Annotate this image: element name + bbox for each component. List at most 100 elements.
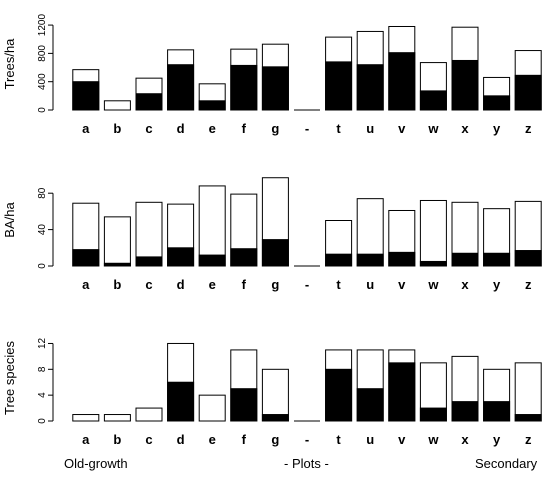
footer-center-label: - Plots - bbox=[284, 456, 329, 471]
category-label: x bbox=[461, 432, 469, 447]
bar-dark-t bbox=[325, 368, 353, 422]
bar-dark-u bbox=[356, 253, 384, 267]
category-label: - bbox=[305, 277, 309, 292]
category-label: y bbox=[493, 277, 501, 292]
y-tick-label: 0 bbox=[37, 107, 48, 113]
bar-dark-a bbox=[72, 249, 100, 267]
y-tick-label: 400 bbox=[37, 73, 48, 90]
bar-dark-y bbox=[483, 95, 511, 111]
category-label: b bbox=[113, 121, 121, 136]
category-label: x bbox=[461, 121, 469, 136]
bar-dark-x bbox=[451, 59, 479, 111]
category-label: e bbox=[209, 432, 216, 447]
bar-dark-t bbox=[325, 253, 353, 267]
bar-dark-v bbox=[388, 52, 416, 111]
bar-dark-b bbox=[103, 262, 131, 267]
category-label: w bbox=[427, 277, 439, 292]
y-tick-label: 0 bbox=[37, 263, 48, 269]
y-tick-label: 1200 bbox=[37, 14, 48, 37]
bar-total-w bbox=[419, 199, 447, 267]
y-tick-label: 80 bbox=[37, 187, 48, 199]
category-label: t bbox=[336, 277, 341, 292]
bar-dark-w bbox=[419, 90, 447, 111]
category-label: g bbox=[271, 432, 279, 447]
category-label: u bbox=[366, 277, 374, 292]
category-label: g bbox=[271, 277, 279, 292]
y-tick-label: 800 bbox=[37, 45, 48, 62]
bar-total-g bbox=[261, 368, 289, 422]
category-label: b bbox=[113, 432, 121, 447]
category-label: f bbox=[242, 277, 247, 292]
category-label: x bbox=[461, 277, 469, 292]
bar-dark-c bbox=[135, 256, 163, 267]
bar-dark-w bbox=[419, 260, 447, 267]
bar-dark-d bbox=[167, 247, 195, 267]
bar-total-e bbox=[198, 394, 226, 422]
bar-dark-v bbox=[388, 251, 416, 267]
category-label: f bbox=[242, 121, 247, 136]
category-label: v bbox=[398, 277, 406, 292]
category-label: d bbox=[177, 432, 185, 447]
category-label: e bbox=[209, 277, 216, 292]
bar-dark-u bbox=[356, 64, 384, 111]
bar-dark-x bbox=[451, 252, 479, 267]
category-label: c bbox=[145, 277, 152, 292]
category-label: t bbox=[336, 121, 341, 136]
bar-dark-z bbox=[514, 250, 542, 267]
category-label: d bbox=[177, 277, 185, 292]
category-label: f bbox=[242, 432, 247, 447]
category-label: z bbox=[525, 277, 532, 292]
category-label: g bbox=[271, 121, 279, 136]
category-label: c bbox=[145, 432, 152, 447]
chart-panel-1: 0 400 800 1200 Trees/ha a b c d e f g - t u v w x y z bbox=[2, 14, 542, 136]
category-label: v bbox=[398, 432, 406, 447]
category-label: - bbox=[305, 432, 309, 447]
category-label: b bbox=[113, 277, 121, 292]
bar-dark-a bbox=[72, 81, 100, 111]
category-label: c bbox=[145, 121, 152, 136]
y-tick-label: 12 bbox=[37, 337, 48, 349]
bar-total-b bbox=[103, 216, 131, 267]
y-axis-title: Trees/ha bbox=[2, 38, 17, 90]
bar-total-c bbox=[135, 201, 163, 267]
category-label: z bbox=[525, 121, 532, 136]
bar-dark-d bbox=[167, 381, 195, 422]
category-label: w bbox=[427, 432, 439, 447]
category-label: z bbox=[525, 432, 532, 447]
bar-dark-y bbox=[483, 252, 511, 267]
bar-dark-t bbox=[325, 61, 353, 111]
category-label: e bbox=[209, 121, 216, 136]
bar-total-z bbox=[514, 362, 542, 422]
bar-dark-v bbox=[388, 362, 416, 422]
category-label: v bbox=[398, 121, 406, 136]
bar-dark-e bbox=[198, 254, 226, 267]
bar-dark-z bbox=[514, 74, 542, 111]
bar-dark-c bbox=[135, 93, 163, 111]
category-label: - bbox=[305, 121, 309, 136]
category-label: y bbox=[493, 121, 501, 136]
bar-total-b bbox=[103, 100, 131, 111]
category-label: a bbox=[82, 121, 90, 136]
bar-dark-f bbox=[230, 64, 258, 111]
bar-total-b bbox=[103, 414, 131, 422]
category-label: a bbox=[82, 277, 90, 292]
y-axis-title: Tree species bbox=[2, 341, 17, 415]
category-label: a bbox=[82, 432, 90, 447]
footer-right-label: Secondary bbox=[475, 456, 538, 471]
bar-total-e bbox=[198, 185, 226, 267]
bar-dark-y bbox=[483, 401, 511, 422]
bar-dark-f bbox=[230, 248, 258, 267]
bar-dark-f bbox=[230, 388, 258, 422]
footer-left-label: Old-growth bbox=[64, 456, 128, 471]
bar-dark-z bbox=[514, 414, 542, 422]
y-tick-label: 4 bbox=[37, 392, 48, 398]
bar-total-c bbox=[135, 407, 163, 422]
chart-panel-2: 0 40 80 BA/ha a b c d e f g - t u v w x y z bbox=[2, 177, 542, 292]
bar-dark-x bbox=[451, 401, 479, 422]
bar-dark-g bbox=[261, 66, 289, 111]
y-axis-title: BA/ha bbox=[2, 202, 17, 238]
category-label: u bbox=[366, 121, 374, 136]
bar-dark-g bbox=[261, 414, 289, 422]
bar-dark-w bbox=[419, 407, 447, 422]
